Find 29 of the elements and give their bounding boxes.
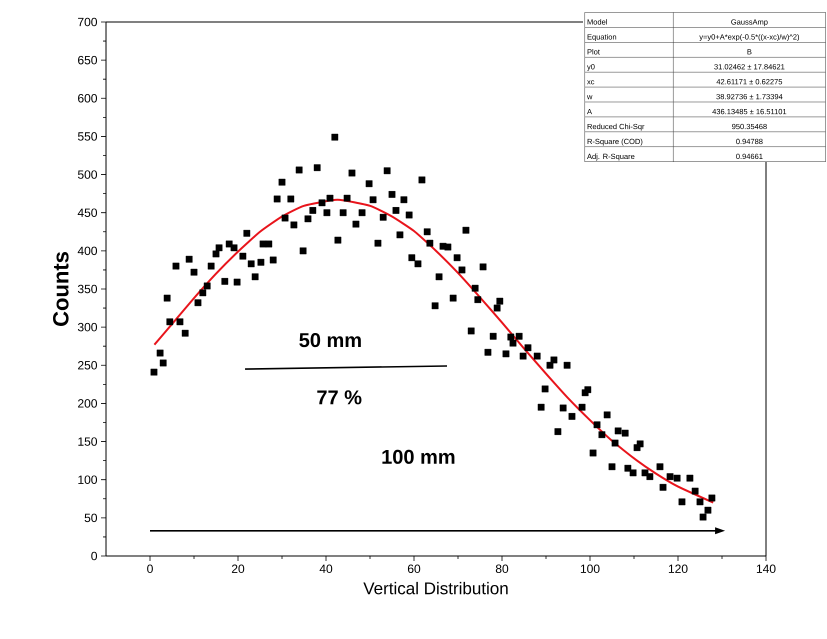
- x-tick-label: 0: [147, 564, 153, 574]
- x-axis-title: Vertical Distribution: [363, 582, 508, 594]
- x-tick-label: 80: [496, 564, 508, 574]
- y-tick-label: 400: [78, 246, 98, 256]
- x-tick-label: 60: [408, 564, 420, 574]
- x-tick-label: 40: [320, 564, 332, 574]
- annotation: 77 %: [317, 390, 362, 404]
- y-tick-label: 700: [78, 18, 98, 26]
- y-tick-label: 450: [78, 208, 98, 217]
- line-series: [153, 198, 714, 504]
- x-tick-label: 120: [668, 564, 688, 574]
- x-tick-label: 140: [756, 564, 776, 574]
- y-tick-label: 150: [78, 437, 98, 446]
- y-tick-label: 100: [78, 475, 98, 484]
- y-axis-title: Counts: [53, 252, 69, 326]
- y-tick-label: 650: [78, 56, 98, 64]
- y-tick-label: 50: [84, 514, 98, 522]
- y-tick-label: 550: [78, 132, 98, 141]
- x-tick-label: 100: [580, 564, 600, 574]
- y-tick-label: 600: [78, 94, 98, 103]
- y-tick-label: 300: [78, 322, 98, 332]
- x-tick-label: 20: [232, 564, 244, 574]
- y-tick-label: 250: [78, 361, 98, 370]
- y-tick-label: 500: [78, 170, 98, 179]
- y-tick-label: 0: [91, 552, 98, 560]
- y-tick-label: 350: [78, 284, 98, 294]
- annotation: 50 mm: [299, 333, 361, 348]
- y-tick-label: 200: [78, 399, 98, 408]
- annotation: 100 mm: [382, 450, 454, 464]
